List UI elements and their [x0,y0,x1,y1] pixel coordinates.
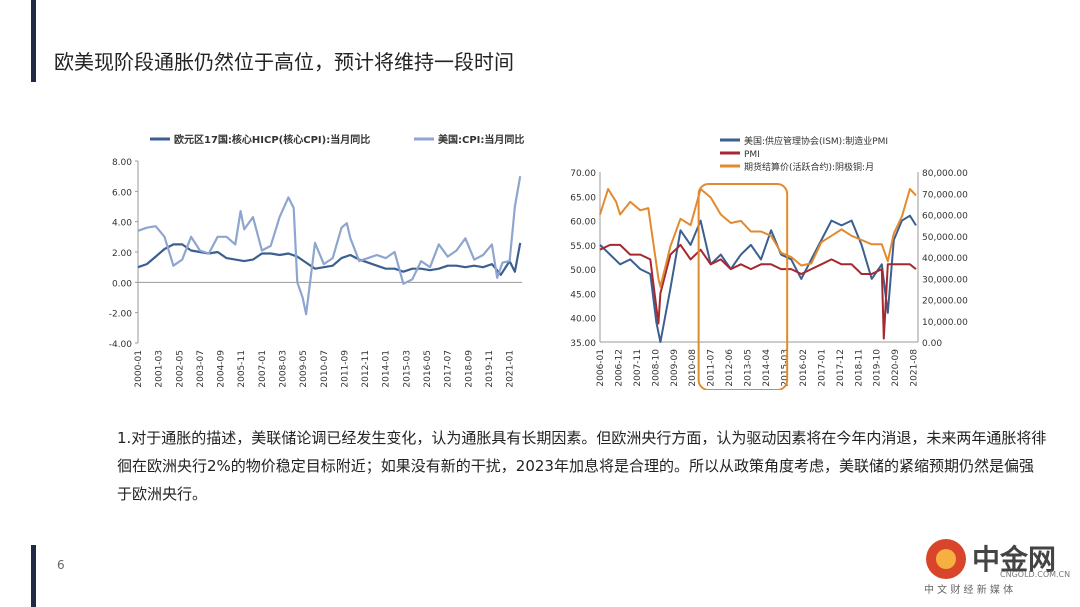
y-left-tick-label-0: 70.00 [570,169,596,179]
series-line-3 [599,188,917,288]
x-tick-label-18: 2021-01 [506,350,516,388]
x-tick-label-8: 2013-05 [744,349,754,387]
legend-label-2: PMI [744,150,760,160]
legend-label-1: 美国:供应管理协会(ISM):制造业PMI [744,135,888,147]
y-left-tick-label-5: 45.00 [570,290,596,300]
y-right-tick-label-3: 50,000.00 [922,233,968,243]
y-left-tick-label-1: 65.00 [570,193,596,203]
x-tick-label-16: 2020-09 [891,349,901,387]
x-tick-label-8: 2009-05 [299,350,309,388]
series-line-1 [599,214,917,343]
y-right-tick-label-0: 80,000.00 [922,169,968,179]
y-tick-label-3: 2.00 [112,249,132,259]
x-tick-label-12: 2017-01 [817,349,827,387]
x-tick-label-11: 2016-02 [799,349,809,387]
x-tick-label-4: 2009-09 [670,349,680,387]
y-left-tick-label-2: 60.00 [570,218,596,228]
x-tick-label-14: 2016-05 [423,350,433,388]
x-tick-label-2: 2002-05 [175,350,185,388]
x-tick-label-4: 2004-09 [217,350,227,388]
x-tick-label-9: 2014-04 [762,349,772,387]
x-tick-label-7: 2008-03 [279,350,289,388]
series-line-1 [137,242,522,276]
page-number: 6 [57,558,65,572]
logo-sub-text: 中 文 财 经 新 媒 体 [924,583,1013,596]
x-tick-label-17: 2021-08 [910,349,920,387]
y-right-tick-label-7: 10,000.00 [922,318,968,328]
legend-label-3: 期货结算价(活跃合约):阴极铜:月 [744,161,874,173]
series-line-2 [599,243,917,340]
y-left-tick-label-7: 35.00 [570,339,596,349]
x-tick-label-7: 2012-06 [725,349,735,387]
page-accent-bar [31,545,36,607]
x-tick-label-14: 2018-11 [854,349,864,387]
x-tick-label-9: 2010-07 [320,350,330,388]
x-tick-label-11: 2012-11 [361,350,371,388]
slide-title: 欧美现阶段通胀仍然位于高位，预计将维持一段时间 [54,50,514,74]
x-tick-label-3: 2003-07 [196,350,206,388]
title-accent-bar [31,0,36,82]
x-tick-label-1: 2006-12 [614,349,624,387]
chart-pmi-copper: 美国:供应管理协会(ISM):制造业PMI PMI期货结算价(活跃合约):阴极铜:… [570,135,968,390]
legend-label-2: 美国:CPI:当月同比 [438,133,524,146]
x-tick-label-15: 2017-07 [444,350,454,388]
y-tick-label-2: 4.00 [112,219,132,229]
x-tick-label-6: 2011-07 [707,349,717,387]
y-left-tick-label-3: 55.00 [570,242,596,252]
logo-domain-text: CNGOLD.COM.CN [1000,570,1070,579]
logo-inner-icon [936,549,956,569]
y-right-tick-label-2: 60,000.00 [922,212,968,222]
legend-label-1: 欧元区17国:核心HICP(核心CPI):当月同比 [174,133,370,146]
y-right-tick-label-8: 0.00 [922,339,942,349]
y-right-tick-label-6: 20,000.00 [922,297,968,307]
x-tick-label-5: 2005-11 [237,350,247,388]
y-right-tick-label-5: 30,000.00 [922,275,968,285]
y-left-tick-label-4: 50.00 [570,266,596,276]
body-paragraph: 1.对于通胀的描述，美联储论调已经发生变化，认为通胀具有长期因素。但欧洲央行方面… [117,429,1047,503]
y-tick-label-6: -4.00 [109,340,133,350]
y-tick-label-1: 6.00 [112,188,132,198]
y-right-tick-label-1: 70,000.00 [922,190,968,200]
x-tick-label-3: 2008-10 [651,349,661,387]
series-line-2 [137,176,522,316]
x-tick-label-5: 2010-08 [688,349,698,387]
logo-brand-text: 中金网 [972,543,1056,576]
chart-inflation: 欧元区17国:核心HICP(核心CPI):当月同比 美国:CPI:当月同比 8.00… [109,133,525,388]
x-tick-label-6: 2007-01 [258,350,268,388]
x-tick-label-10: 2015-03 [780,349,790,387]
x-tick-label-0: 2006-01 [596,349,606,387]
brand-logo-graphic: 中金网 CNGOLD.COM.CN 中 文 财 经 新 媒 体 [924,539,1070,596]
highlight-box [697,183,789,390]
y-tick-label-0: 8.00 [112,158,132,168]
x-tick-label-1: 2001-03 [155,350,165,388]
x-tick-label-0: 2000-01 [134,350,144,388]
x-tick-label-15: 2019-10 [873,349,883,387]
y-tick-label-4: 0.00 [112,279,132,289]
x-tick-label-2: 2007-11 [633,349,643,387]
x-tick-label-10: 2011-09 [340,350,350,388]
y-tick-label-5: -2.00 [109,310,133,320]
x-tick-label-13: 2017-12 [836,349,846,387]
x-tick-label-13: 2015-03 [402,350,412,388]
x-tick-label-16: 2018-09 [464,350,474,388]
brand-logo: 中金网 CNGOLD.COM.CN 中 文 财 经 新 媒 体 [920,535,1070,600]
y-right-tick-label-4: 40,000.00 [922,254,968,264]
x-tick-label-17: 2019-11 [485,350,495,388]
x-tick-label-12: 2014-01 [382,350,392,388]
y-left-tick-label-6: 40.00 [570,315,596,325]
